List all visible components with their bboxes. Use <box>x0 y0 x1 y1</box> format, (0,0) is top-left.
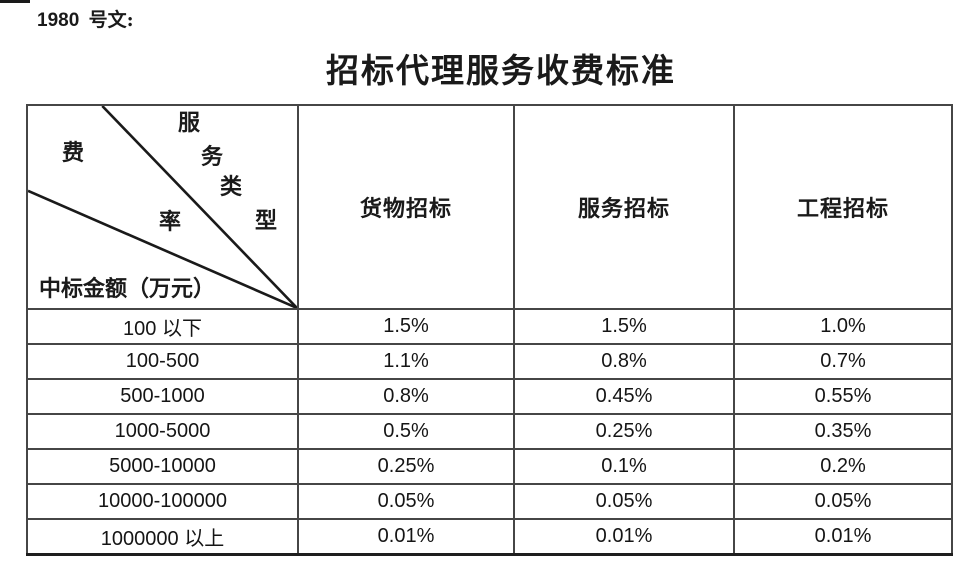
table-row: 1000-5000 0.5% 0.25% 0.35% <box>26 413 953 450</box>
table-row: 100-500 1.1% 0.8% 0.7% <box>26 343 953 380</box>
table-row: 10000-100000 0.05% 0.05% 0.05% <box>26 483 953 520</box>
amount-range-cell: 1000000 以上 <box>26 518 299 555</box>
rate-cell: 0.05% <box>513 483 735 520</box>
rate-cell: 0.35% <box>733 413 953 450</box>
corner-service-type-char: 服 <box>178 110 201 136</box>
corner-row-header-label: 中标金额（万元） <box>39 276 216 302</box>
table-row: 500-1000 0.8% 0.45% 0.55% <box>26 378 953 415</box>
amount-range-cell: 500-1000 <box>26 378 299 415</box>
amount-range-cell: 100-500 <box>26 343 299 380</box>
scan-edge-artifact <box>0 0 30 3</box>
doc-number: 1980 号文: <box>37 5 134 32</box>
diagonal-divider-lines <box>29 107 296 307</box>
rate-cell: 0.25% <box>297 448 515 485</box>
rate-cell: 1.1% <box>297 343 515 380</box>
corner-service-type-char: 类 <box>220 174 243 200</box>
rate-cell: 0.05% <box>297 483 515 520</box>
rate-cell: 0.01% <box>297 518 515 555</box>
table-header-row: 服 费 务 类 率 型 中标金额（万元） 货物招标 服务招标 工程招标 <box>26 104 953 310</box>
rate-cell: 0.45% <box>513 378 735 415</box>
corner-fee-rate-char: 率 <box>159 209 182 235</box>
table-row: 1000000 以上 0.01% 0.01% 0.01% <box>26 518 953 555</box>
column-header-engineering: 工程招标 <box>733 104 953 310</box>
rate-cell: 0.05% <box>733 483 953 520</box>
rate-cell: 0.01% <box>733 518 953 555</box>
rate-cell: 0.01% <box>513 518 735 555</box>
column-header-service: 服务招标 <box>513 104 735 310</box>
diagonal-header-cell: 服 费 务 类 率 型 中标金额（万元） <box>26 104 299 310</box>
doc-number-value: 1980 <box>37 10 80 31</box>
rate-cell: 0.2% <box>733 448 953 485</box>
rate-cell: 0.8% <box>297 378 515 415</box>
rate-cell: 1.5% <box>297 308 515 345</box>
doc-number-suffix: 号文: <box>88 9 134 31</box>
corner-service-type-char: 务 <box>201 144 224 170</box>
table-row: 100 以下 1.5% 1.5% 1.0% <box>26 308 953 345</box>
table-row: 5000-10000 0.25% 0.1% 0.2% <box>26 448 953 485</box>
amount-range-cell: 5000-10000 <box>26 448 299 485</box>
corner-service-type-char: 型 <box>255 208 278 234</box>
rate-cell: 1.0% <box>733 308 953 345</box>
amount-range-cell: 1000-5000 <box>26 413 299 450</box>
column-header-goods: 货物招标 <box>297 104 515 310</box>
amount-range-cell: 10000-100000 <box>26 483 299 520</box>
rate-cell: 0.8% <box>513 343 735 380</box>
rate-cell: 1.5% <box>513 308 735 345</box>
rate-cell: 0.55% <box>733 378 953 415</box>
page-title: 招标代理服务收费标准 <box>326 51 676 90</box>
rate-cell: 0.5% <box>297 413 515 450</box>
amount-range-cell: 100 以下 <box>26 308 299 345</box>
corner-fee-rate-char: 费 <box>62 140 85 166</box>
rate-cell: 0.25% <box>513 413 735 450</box>
rate-cell: 0.7% <box>733 343 953 380</box>
fee-table: 服 费 务 类 率 型 中标金额（万元） 货物招标 服务招标 工程招标 100 … <box>26 104 953 556</box>
rate-cell: 0.1% <box>513 448 735 485</box>
